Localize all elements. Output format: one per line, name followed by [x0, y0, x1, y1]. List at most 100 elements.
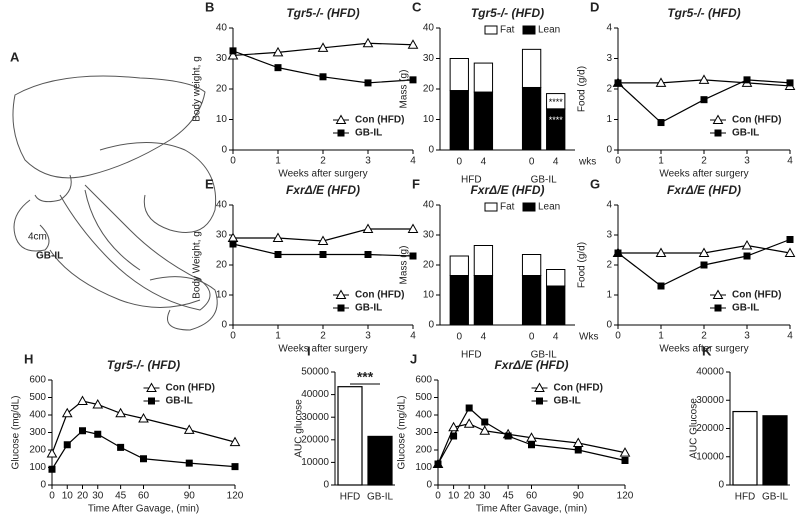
marker: [362, 223, 374, 233]
marker: [621, 457, 629, 464]
marker: [481, 418, 489, 426]
marker: [319, 73, 327, 81]
y-axis-label: Mass (g): [399, 70, 410, 109]
y-tick-label: 40: [423, 23, 435, 34]
y-tick-label: 4: [606, 200, 612, 211]
bar-segment: [521, 275, 542, 326]
legend-label: GB-IL: [554, 396, 581, 407]
bar-segment: [449, 58, 469, 92]
legend-swatch: [484, 25, 498, 35]
marker: [574, 446, 582, 454]
marker: [140, 455, 147, 463]
marker: [94, 430, 102, 438]
bar: [732, 410, 758, 486]
x-axis-label: Time After Gavage, (min): [88, 504, 199, 515]
bar: [762, 415, 788, 486]
marker: [317, 42, 329, 52]
y-axis-label: Body weight, g: [192, 56, 203, 122]
y-tick-label: 200: [415, 445, 432, 456]
x-tick-label: 0: [615, 156, 621, 167]
bar: [367, 435, 393, 486]
x-tick-label: 4: [787, 331, 793, 342]
x-tick-label: 2: [320, 156, 326, 167]
marker: [504, 432, 512, 440]
x-axis-label: Weeks after surgery: [659, 169, 748, 180]
marker: [227, 49, 239, 60]
chart-title: FxrΔ/E (HFD): [470, 183, 544, 197]
x-tick-label: 10: [448, 491, 460, 502]
marker: [231, 463, 239, 471]
legend-marker: [337, 129, 345, 137]
x-tick-label: 4: [553, 157, 559, 168]
y-axis-label: Mass (g): [399, 246, 410, 285]
y-tick-label: 0: [323, 480, 329, 491]
y-tick-label: 3: [606, 53, 612, 64]
marker: [77, 395, 88, 405]
line: [51, 430, 236, 470]
y-axis-label: AUC Glucose: [689, 398, 700, 459]
marker: [274, 64, 282, 72]
y-tick-label: 300: [29, 427, 46, 438]
marker: [138, 412, 149, 423]
marker: [48, 465, 56, 473]
panel-letter: A: [10, 49, 20, 64]
annotation: ****: [549, 97, 564, 107]
marker: [61, 407, 73, 418]
marker: [698, 247, 710, 257]
y-tick-label: 30: [423, 53, 435, 64]
y-tick-label: 30: [423, 230, 435, 241]
x-tick-label: 30: [92, 491, 104, 502]
anatomy-diagram: [12, 75, 218, 331]
chart-title: Tgr5-/- (HFD): [667, 6, 740, 20]
y-tick-label: 0: [428, 320, 434, 331]
y-tick-label: 300: [415, 427, 432, 438]
marker: [657, 119, 665, 127]
y-tick-label: 100: [415, 462, 432, 473]
marker: [700, 96, 708, 104]
bar: [337, 386, 363, 486]
x-tick-label: 3: [744, 156, 750, 167]
marker: [409, 252, 417, 260]
x-tick-label: 0: [435, 491, 441, 502]
x-tick-label: 0: [615, 331, 621, 342]
x-tick-label: 3: [744, 331, 750, 342]
line: [437, 407, 626, 465]
panel-letter: E: [205, 176, 214, 191]
x-tick-label: GB-IL: [762, 492, 789, 503]
legend-marker: [536, 397, 543, 405]
marker: [79, 427, 86, 435]
y-tick-label: 600: [415, 375, 432, 386]
legend-label: Lean: [538, 202, 560, 213]
marker: [465, 404, 473, 412]
marker: [434, 460, 442, 468]
marker: [362, 37, 374, 48]
y-axis-label: Glucose (mg/dL): [397, 396, 408, 470]
legend-marker: [712, 289, 724, 299]
marker: [364, 251, 372, 258]
y-tick-label: 400: [29, 410, 46, 421]
marker: [655, 77, 667, 87]
bar-segment: [546, 93, 566, 110]
chart-title: Tgr5-/- (HFD): [286, 6, 359, 20]
x-tick-label: 4: [410, 331, 416, 342]
y-axis-label: Glucose (mg/dL): [11, 396, 22, 470]
marker: [741, 239, 753, 250]
bar-segment: [449, 90, 469, 151]
bar-segment: [473, 275, 494, 326]
legend-label: Fat: [500, 202, 515, 213]
bar-segment: [473, 245, 494, 276]
marker: [448, 421, 459, 432]
panel-letter: F: [412, 176, 420, 191]
x-tick-label: 0: [230, 331, 236, 342]
y-tick-label: 20: [216, 84, 228, 95]
panel-letter: C: [412, 0, 422, 14]
x-axis-label: Weeks after surgery: [278, 169, 367, 180]
bar-segment: [521, 254, 542, 276]
x-tick-label: 0: [457, 157, 463, 168]
x-tick-label: 3: [365, 156, 371, 167]
chart-title: Tgr5-/- (HFD): [471, 6, 544, 20]
marker: [364, 79, 372, 87]
y-tick-label: 30000: [696, 395, 724, 406]
x-tick-label: 4: [787, 156, 793, 167]
marker: [407, 39, 419, 49]
